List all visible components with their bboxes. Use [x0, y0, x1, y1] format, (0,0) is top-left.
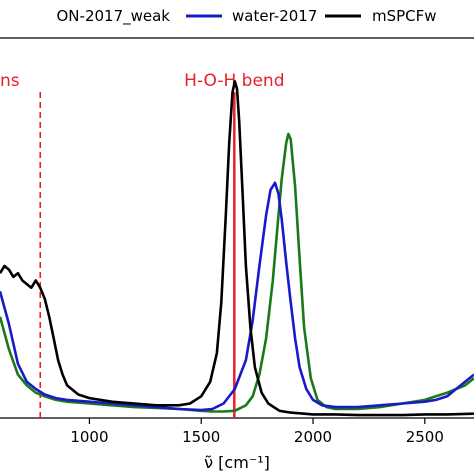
series-line-mspcfw [0, 80, 474, 417]
series-line-on-2017-weak [0, 132, 474, 413]
annotation-label: ns [0, 71, 20, 91]
x-tick-label: 2500 [406, 428, 444, 446]
x-ticks: 1000 1500 2000 2500 [70, 418, 444, 446]
annotations: ns H-O-H bend [0, 71, 285, 418]
x-axis-label: ν̃ [cm⁻¹] [204, 453, 270, 472]
legend: ON-2017_weak water-2017 mSPCFw [57, 7, 437, 26]
legend-label-water-2017: water-2017 [232, 7, 317, 25]
series-line-water-2017 [0, 181, 474, 412]
legend-label-on-2017-weak: ON-2017_weak [57, 7, 171, 26]
legend-label-mspcfw: mSPCFw [372, 7, 437, 25]
x-tick-label: 1000 [70, 428, 108, 446]
series-lines [0, 80, 474, 417]
x-tick-label: 1500 [182, 428, 220, 446]
x-tick-label: 2000 [294, 428, 332, 446]
